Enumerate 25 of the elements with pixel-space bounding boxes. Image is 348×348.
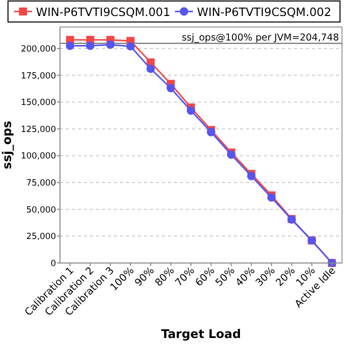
- legend-label: WIN-P6TVTI9CSQM.001: [36, 5, 170, 19]
- y-tick-label: 200,000: [20, 44, 56, 54]
- point: [86, 42, 94, 50]
- point: [247, 172, 256, 180]
- point: [186, 106, 196, 115]
- legend-label: WIN-P6TVTI9CSQM.002: [197, 5, 332, 19]
- y-tick-label: 125,000: [20, 124, 56, 135]
- y-tick-label: 25,000: [26, 232, 56, 242]
- point: [66, 42, 74, 50]
- point: [206, 128, 216, 136]
- y-tick-label: 75,000: [26, 178, 56, 189]
- y-tick-label: 150,000: [20, 98, 56, 108]
- point: [126, 42, 135, 51]
- y-tick-label: 50,000: [26, 205, 56, 216]
- y-tick-label: 0: [50, 259, 56, 269]
- point: [267, 193, 276, 202]
- x-axis-title: Target Load: [161, 327, 241, 341]
- point: [146, 64, 155, 74]
- y-tick-label: 100,000: [20, 152, 56, 162]
- point: [166, 84, 175, 92]
- y-axis-title: ssj_ops: [0, 120, 14, 170]
- y-tick-label: 175,000: [20, 71, 56, 82]
- ref-line-label: ssj_ops@100% per JVM=204,748: [182, 32, 339, 44]
- point: [106, 40, 115, 49]
- point: [227, 150, 236, 159]
